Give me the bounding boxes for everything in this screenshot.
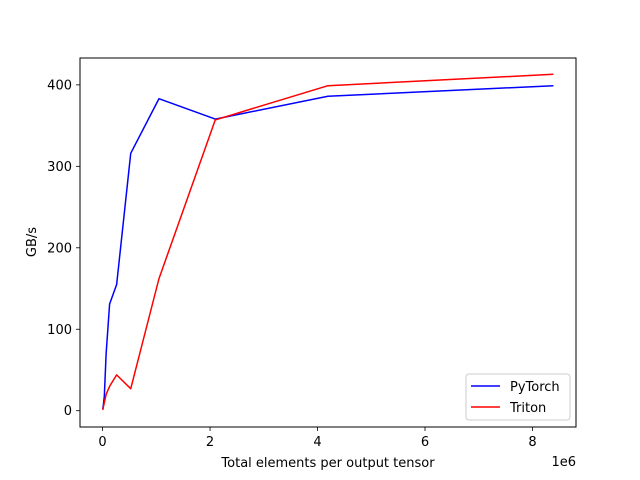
x-tick-label: 4 bbox=[313, 435, 321, 450]
x-tick-label: 6 bbox=[421, 435, 429, 450]
legend-label-pytorch: PyTorch bbox=[510, 380, 560, 395]
y-axis-label: GB/s bbox=[25, 227, 40, 257]
x-axis-label: Total elements per output tensor bbox=[220, 456, 435, 471]
legend: PyTorch Triton bbox=[465, 373, 571, 421]
x-offset-label: 1e6 bbox=[551, 455, 576, 470]
series-lines bbox=[102, 73, 554, 411]
y-tick-label: 100 bbox=[47, 323, 72, 338]
y-tick-label: 200 bbox=[47, 241, 72, 256]
plot-frame bbox=[79, 57, 577, 428]
x-axis: 0 2 4 6 8 bbox=[98, 427, 537, 450]
legend-label-triton: Triton bbox=[509, 401, 546, 416]
y-axis: 0 100 200 300 400 bbox=[47, 78, 80, 419]
y-tick-label: 300 bbox=[47, 160, 72, 175]
y-tick-label: 0 bbox=[64, 404, 72, 419]
series-line-triton bbox=[102, 73, 554, 411]
x-tick-label: 0 bbox=[98, 435, 106, 450]
x-tick-label: 2 bbox=[206, 435, 214, 450]
y-tick-label: 400 bbox=[47, 78, 72, 93]
x-tick-label: 8 bbox=[528, 435, 536, 450]
